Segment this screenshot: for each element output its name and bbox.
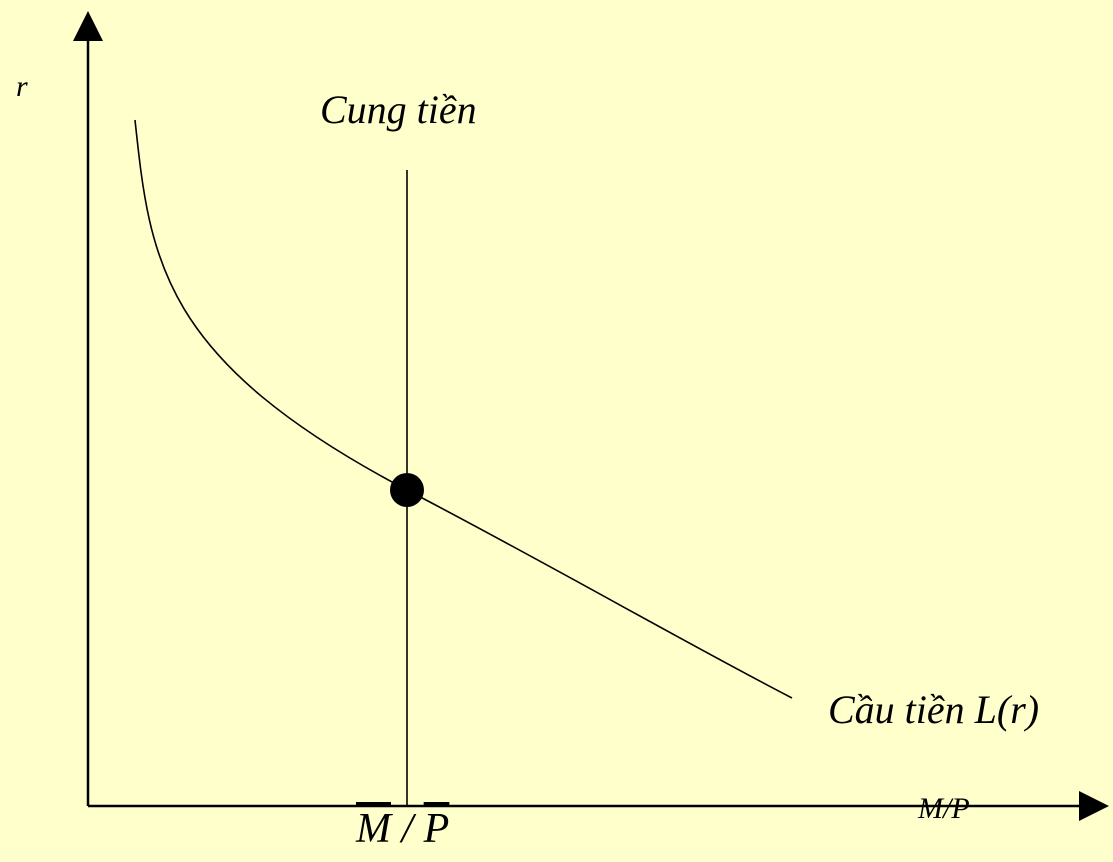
money-demand-label: Cầu tiền L(r) <box>828 687 1040 732</box>
equilibrium-point <box>390 473 424 507</box>
money-demand-curve <box>134 119 793 699</box>
tick-denominator: P <box>423 806 450 852</box>
tick-numerator: M <box>356 806 391 852</box>
money-supply-label: Cung tiền <box>320 87 477 132</box>
x-axis-label: M/P <box>918 792 970 825</box>
tick-separator: / <box>391 806 424 852</box>
y-axis-label: r <box>16 70 28 103</box>
real-money-supply-tick-label: M / P <box>356 808 449 850</box>
